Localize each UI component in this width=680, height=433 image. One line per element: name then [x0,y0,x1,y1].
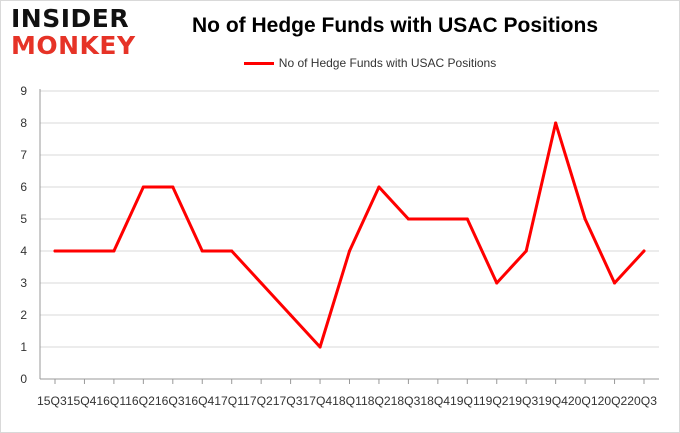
data-point [377,185,381,189]
data-point [436,217,440,221]
data-point [348,249,351,253]
grid-lines [40,90,659,348]
y-tick-label-4: 4 [20,244,27,258]
data-point [200,249,204,253]
data-point [259,281,263,285]
data-point [171,185,175,189]
data-point [465,217,469,221]
y-tick-label-7: 7 [20,148,27,162]
y-tick-label-0: 0 [20,372,27,386]
data-points [53,121,646,349]
data-point [554,121,558,125]
y-tick-label-3: 3 [20,276,27,290]
data-point [642,249,646,253]
data-point [318,345,322,349]
chart-legend: No of Hedge Funds with USAC Positions [1,56,679,70]
insider-monkey-logo: INSIDER MONKEY [11,5,136,59]
chart-title: No of Hedge Funds with USAC Positions [192,14,598,37]
legend-label: No of Hedge Funds with USAC Positions [278,56,497,70]
data-point [82,249,86,253]
data-point [524,249,528,253]
y-tick-label-6: 6 [20,180,27,194]
y-tick-label-5: 5 [20,212,27,226]
y-tick-label-9: 9 [20,84,27,98]
y-tick-label-2: 2 [20,308,27,322]
data-point [583,217,587,221]
data-point [112,249,116,253]
logo-line-1: INSIDER [11,4,130,33]
data-point [613,281,617,285]
data-point [141,185,145,189]
y-tick-label-1: 1 [20,340,27,354]
logo-line-2: MONKEY [11,31,136,60]
data-point [495,281,499,285]
x-tick-labels: 15Q315Q416Q116Q216Q316Q417Q117Q217Q317Q4… [37,394,657,408]
data-point [406,217,410,221]
legend-swatch [243,61,274,65]
series-line-0 [53,121,646,349]
data-point [53,249,57,253]
y-tick-label-8: 8 [20,116,27,130]
y-tick-labels: 0 1 2 3 4 5 6 7 8 9 [20,84,27,386]
data-point [230,249,234,253]
series-lines [53,121,646,349]
data-point [289,313,293,317]
axes [39,89,659,384]
